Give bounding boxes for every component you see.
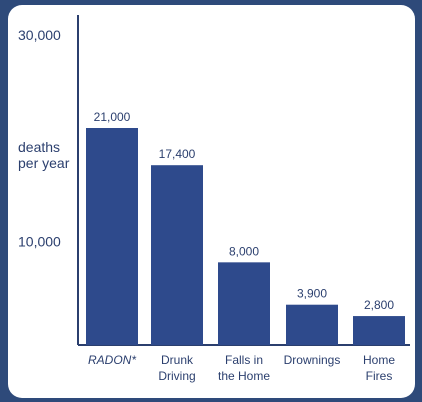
y-axis-label-line: deaths (18, 139, 60, 155)
y-axis-label-line: per year (18, 155, 70, 171)
value-label: 3,900 (297, 287, 327, 301)
bar (218, 262, 270, 345)
bar (286, 304, 338, 345)
category-label: RADON* (88, 353, 136, 367)
value-label: 17,400 (159, 147, 196, 161)
category-label: the Home (218, 369, 270, 383)
value-label: 8,000 (229, 244, 259, 258)
y-tick-label: 10,000 (18, 234, 61, 250)
bar (353, 316, 405, 345)
category-label: Drownings (284, 353, 341, 367)
category-label: Falls in (225, 353, 263, 367)
category-label: Drunk (161, 353, 194, 367)
bar (151, 165, 203, 345)
chart-panel: 30,000 10,000 deaths per year 21,000 17,400… (8, 5, 415, 398)
category-label: Home (363, 353, 395, 367)
category-labels: RADON* Drunk Driving Falls in the Home Drowni… (88, 353, 395, 383)
bars (86, 128, 405, 345)
value-labels: 21,000 17,400 8,000 3,900 2,800 (94, 110, 395, 312)
y-tick-labels: 30,000 10,000 (18, 27, 61, 250)
bar (86, 128, 138, 345)
value-label: 21,000 (94, 110, 131, 124)
y-tick-label: 30,000 (18, 27, 61, 43)
value-label: 2,800 (364, 298, 394, 312)
category-label: Fires (366, 369, 393, 383)
category-label: Driving (158, 369, 195, 383)
